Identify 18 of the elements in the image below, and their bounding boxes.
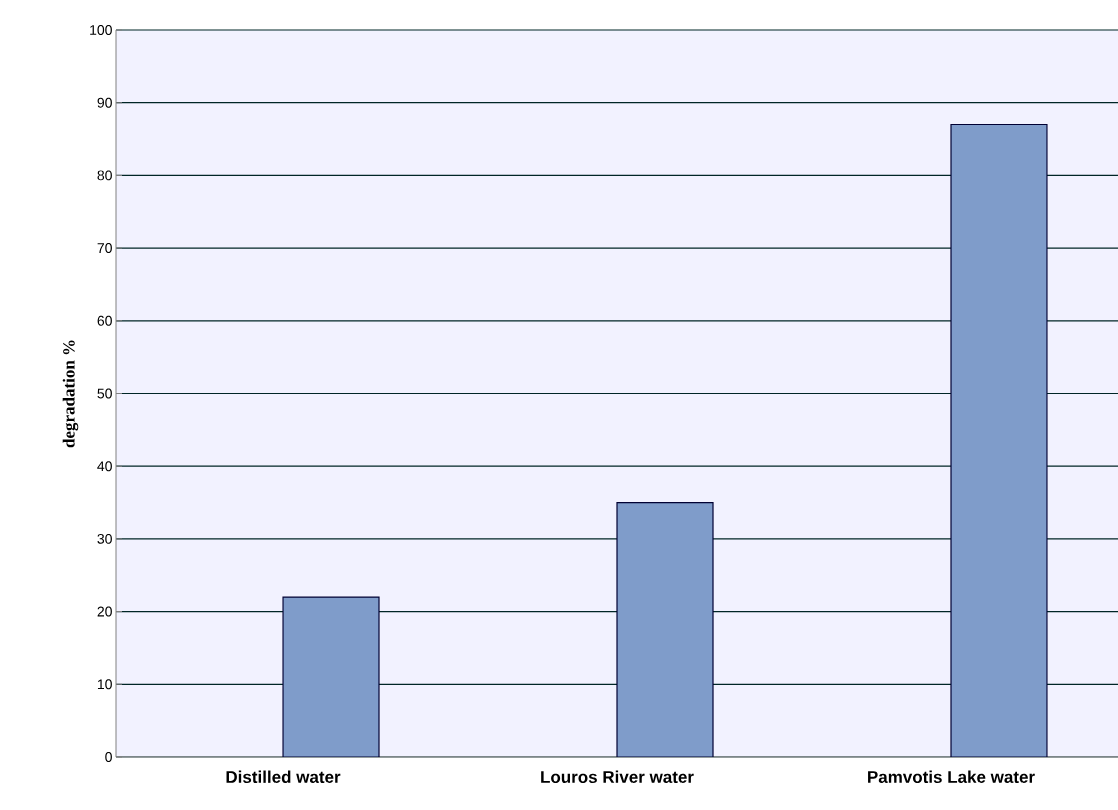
y-tick-label: 10 <box>97 679 112 690</box>
y-tick-label: 80 <box>97 170 112 181</box>
y-axis-title: degradation % <box>62 340 79 448</box>
x-tick-label: Louros River water <box>541 770 694 784</box>
bar <box>282 596 380 757</box>
bar <box>616 501 714 757</box>
bar <box>950 123 1048 757</box>
x-tick-label: Pamvotis Lake water <box>868 770 1035 784</box>
y-tick-label: 60 <box>97 315 112 326</box>
y-tick-label: 20 <box>97 606 112 617</box>
y-tick-label: 0 <box>105 752 112 762</box>
y-tick-label: 30 <box>97 533 112 544</box>
y-tick-label: 70 <box>97 243 112 254</box>
y-tick-label: 100 <box>90 25 112 35</box>
y-tick-label: 50 <box>97 388 112 399</box>
y-tick-label: 40 <box>97 461 112 472</box>
y-tick-label: 90 <box>97 97 112 108</box>
x-tick-label: Distilled water <box>226 770 341 784</box>
